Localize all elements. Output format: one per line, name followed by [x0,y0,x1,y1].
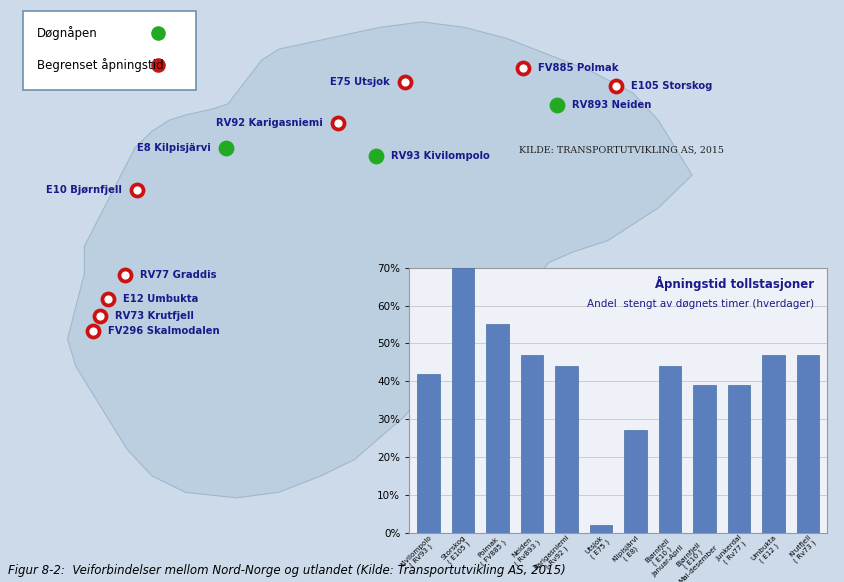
Bar [417,374,440,533]
Bar [797,355,820,533]
Point [369,151,382,161]
Text: RV92 Karigasniemi: RV92 Karigasniemi [216,118,322,128]
Point [609,82,623,91]
Text: Åpningstid tollstasjoner: Åpningstid tollstasjoner [656,276,814,290]
FancyBboxPatch shape [23,11,196,90]
Text: Begrenset åpningstid: Begrenset åpningstid [37,58,164,72]
Bar [728,385,750,533]
Bar [659,366,681,533]
Text: RV893 Neiden: RV893 Neiden [572,100,652,110]
Point [609,82,623,91]
Bar [486,324,509,533]
Text: FV885 Polmak: FV885 Polmak [538,63,619,73]
Bar [693,385,716,533]
Point [130,186,143,195]
Text: E105 Storskog: E105 Storskog [631,81,712,91]
Point [219,143,233,152]
Text: E10 Bjørnfjell: E10 Bjørnfjell [46,186,122,196]
Point [93,311,106,320]
Text: KILDE: TRANSPORTUTVIKLING AS, 2015: KILDE: TRANSPORTUTVIKLING AS, 2015 [519,146,724,155]
Point [130,186,143,195]
Bar [625,431,647,533]
Text: Døgnåpen: Døgnåpen [37,26,98,40]
Point [398,77,412,87]
Point [93,311,106,320]
Text: E8 Kilpisjärvi: E8 Kilpisjärvi [138,143,211,152]
Text: RV73 Krutfjell: RV73 Krutfjell [115,311,193,321]
Point [86,327,100,336]
Text: E12 Umbukta: E12 Umbukta [123,294,198,304]
Polygon shape [68,22,692,498]
Text: FV296 Skalmodalen: FV296 Skalmodalen [108,326,219,336]
Point [151,60,165,69]
Point [331,118,344,127]
Point [101,294,115,304]
Text: E75 Utsjok: E75 Utsjok [330,77,390,87]
Text: Figur 8-2:  Veiforbindelser mellom Nord-Norge og utlandet (Kilde: Transportutvik: Figur 8-2: Veiforbindelser mellom Nord-N… [8,565,566,577]
Point [331,118,344,127]
Bar [590,525,612,533]
Bar [521,355,544,533]
Bar [452,268,474,533]
Point [118,271,132,280]
Point [398,77,412,87]
Point [118,271,132,280]
Point [550,100,564,109]
Point [517,64,530,73]
Text: Andel  stengt av døgnets timer (hverdager): Andel stengt av døgnets timer (hverdager… [587,300,814,310]
Point [101,294,115,304]
Point [151,28,165,37]
Text: RV93 Kivilompolo: RV93 Kivilompolo [391,151,490,161]
Text: RV77 Graddis: RV77 Graddis [140,270,217,280]
Bar [555,366,577,533]
Point [86,327,100,336]
Point [517,64,530,73]
Bar [762,355,785,533]
